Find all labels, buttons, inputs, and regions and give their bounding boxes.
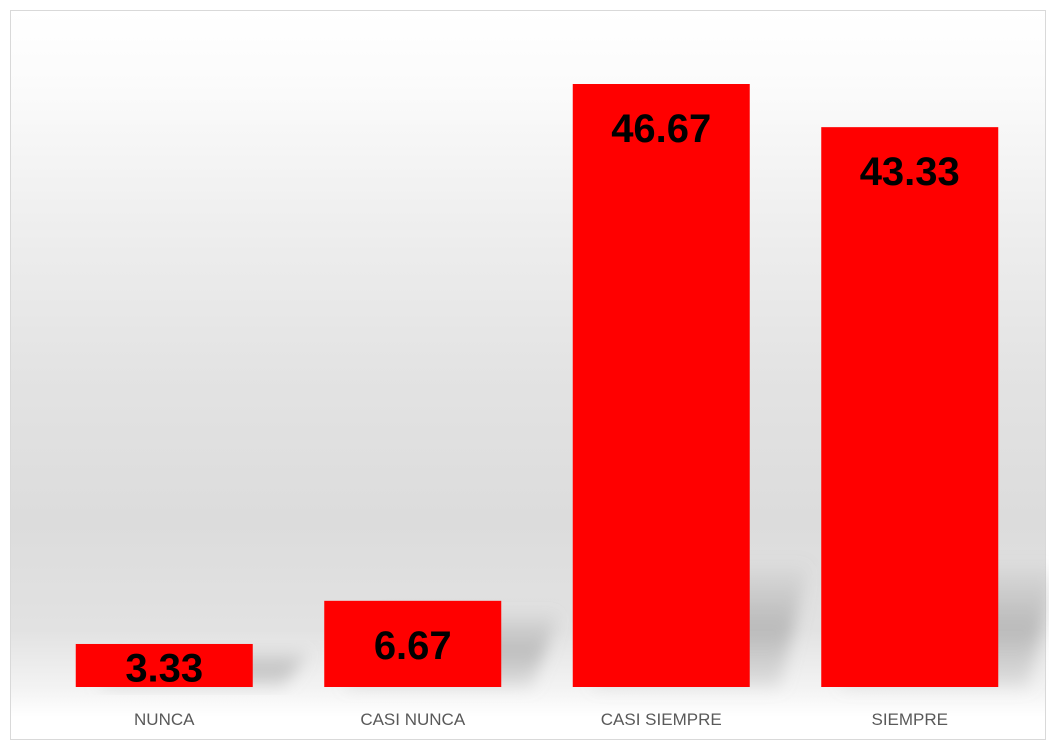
category-label: NUNCA [134, 710, 195, 729]
bar-casi-nunca [324, 600, 502, 687]
data-label: 43.33 [860, 150, 960, 194]
data-labels-group: 3.33 6.67 46.67 43.33 [125, 107, 959, 690]
data-label: 6.67 [374, 624, 452, 668]
category-label: CASI NUNCA [360, 710, 466, 729]
category-label: SIEMPRE [871, 710, 948, 729]
bar-nunca [75, 643, 253, 687]
bar-casi-siempre [572, 84, 750, 687]
bar-siempre [821, 127, 999, 688]
category-label: CASI SIEMPRE [601, 710, 722, 729]
bars-group [75, 84, 999, 688]
data-label: 46.67 [611, 107, 711, 151]
category-labels-group: NUNCA CASI NUNCA CASI SIEMPRE SIEMPRE [134, 710, 948, 729]
data-label: 3.33 [125, 646, 203, 690]
